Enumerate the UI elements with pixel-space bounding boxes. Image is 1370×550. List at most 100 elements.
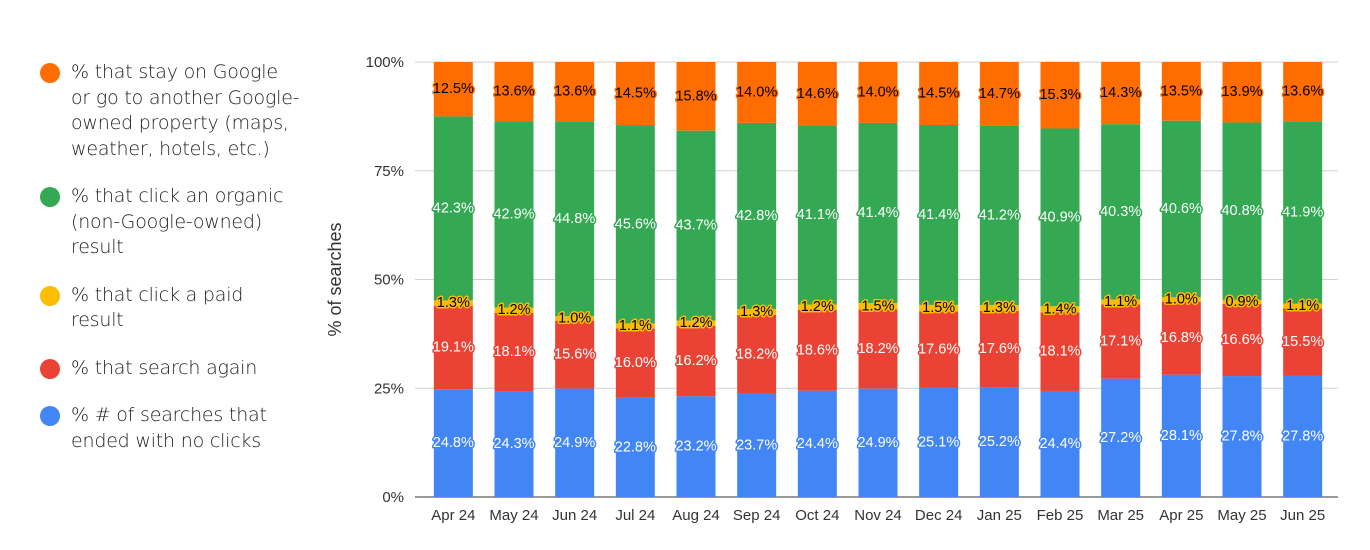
bar-segment <box>494 307 534 313</box>
bar-segment <box>1283 62 1323 122</box>
data-label: 24.4% <box>797 436 838 452</box>
data-label: 18.6% <box>797 342 838 358</box>
bar-segment <box>433 306 473 390</box>
bar-segment <box>919 387 959 497</box>
bar-segment <box>737 314 777 394</box>
data-label: 43.7% <box>675 218 716 234</box>
x-tick-label: Oct 24 <box>795 507 839 524</box>
data-label: 41.1% <box>797 207 838 223</box>
data-label: 27.8% <box>1282 428 1323 444</box>
bar-segment <box>615 397 655 497</box>
bar-segment <box>1283 308 1323 376</box>
data-label: 17.6% <box>918 342 959 358</box>
data-label: 23.7% <box>736 437 777 453</box>
data-label: 40.6% <box>1161 201 1202 217</box>
data-label: 14.6% <box>797 86 838 102</box>
data-label: 18.1% <box>1039 344 1080 360</box>
bar-segment <box>1222 122 1262 300</box>
bar-segment <box>979 305 1019 311</box>
data-label: 16.6% <box>1221 332 1262 348</box>
legend-dot-icon <box>40 285 60 306</box>
data-label: 18.2% <box>857 341 898 357</box>
bar-segment <box>1040 390 1080 497</box>
data-label: 41.4% <box>918 207 959 223</box>
data-label: 45.6% <box>615 216 656 232</box>
bar-segment <box>676 62 716 131</box>
bar-segment <box>1101 124 1141 300</box>
data-label: 13.6% <box>493 84 534 100</box>
x-tick-label: Jun 24 <box>552 507 597 524</box>
legend-item: % # of searches that ended with no click… <box>40 403 300 454</box>
bar-segment <box>555 320 595 389</box>
data-label: 14.0% <box>857 84 898 100</box>
bar-segment <box>676 396 716 497</box>
bar-segment <box>1101 62 1141 125</box>
bar-segment <box>797 62 837 126</box>
data-label: 25.1% <box>918 434 959 450</box>
bar-segment <box>797 390 837 497</box>
legend-dot-icon <box>40 406 60 426</box>
bar-segment <box>979 125 1019 306</box>
bar-segment <box>1161 62 1201 121</box>
bar-segment <box>676 325 716 397</box>
bar-segment <box>1283 375 1323 497</box>
data-label: 1.3% <box>983 300 1016 316</box>
bar-segment <box>1101 299 1141 305</box>
data-label: 15.6% <box>554 347 595 363</box>
legend-label: % # of searches that ended with no click… <box>71 404 267 452</box>
data-label: 1.5% <box>922 300 955 316</box>
x-tick-label: Aug 24 <box>672 507 720 524</box>
bar-segment <box>1161 120 1201 298</box>
bar-segment <box>1040 128 1080 307</box>
data-label: 24.9% <box>554 435 595 451</box>
data-label: 25.2% <box>979 434 1020 450</box>
data-label: 28.1% <box>1161 428 1202 444</box>
data-label: 15.8% <box>675 88 716 104</box>
bar-segment <box>1161 297 1201 302</box>
legend-dot-icon <box>40 187 60 207</box>
y-tick-label: 0% <box>382 489 404 506</box>
data-label: 24.9% <box>857 435 898 451</box>
bar-segment <box>1222 303 1262 377</box>
data-label: 16.0% <box>615 355 656 371</box>
data-label: 14.3% <box>1100 85 1141 101</box>
bar-segment <box>433 389 473 497</box>
y-tick-label: 75% <box>374 163 404 180</box>
bar-segment <box>1101 378 1141 497</box>
data-label: 42.9% <box>493 206 534 222</box>
bar-segment <box>858 122 898 303</box>
data-label: 42.8% <box>736 208 777 224</box>
x-tick-label: Mar 25 <box>1097 507 1144 524</box>
legend-label: % that stay on Google or go to another G… <box>71 61 300 160</box>
data-label: 42.3% <box>433 200 474 216</box>
data-label: 17.1% <box>1100 333 1141 349</box>
data-label: 14.0% <box>736 84 777 100</box>
legend-dot-icon <box>40 358 60 379</box>
data-label: 22.8% <box>615 439 656 455</box>
data-label: 16.2% <box>675 353 716 369</box>
legend-item: % that search again <box>40 356 300 382</box>
y-tick-label: 50% <box>374 272 404 289</box>
x-tick-label: Nov 24 <box>854 507 902 524</box>
bar-segment <box>555 62 595 122</box>
bar-segment <box>737 309 777 315</box>
data-label: 41.2% <box>979 208 1020 224</box>
bar-segment <box>737 393 777 497</box>
bar-segment <box>1040 312 1080 391</box>
bar-segment <box>979 62 1019 126</box>
bar-segment <box>615 125 655 324</box>
data-label: 0.9% <box>1225 294 1258 310</box>
bar-segment <box>433 62 473 117</box>
bar-segment <box>555 388 595 497</box>
bar-segment <box>615 328 655 398</box>
data-label: 13.6% <box>1282 84 1323 100</box>
data-label: 40.3% <box>1100 204 1141 220</box>
data-label: 24.4% <box>1039 436 1080 452</box>
bar-segment <box>494 391 534 497</box>
data-label: 1.2% <box>497 302 530 318</box>
data-label: 13.6% <box>554 84 595 100</box>
bar-segment <box>919 304 959 312</box>
x-tick-label: May 24 <box>489 507 538 524</box>
bar-segment <box>1040 306 1080 313</box>
